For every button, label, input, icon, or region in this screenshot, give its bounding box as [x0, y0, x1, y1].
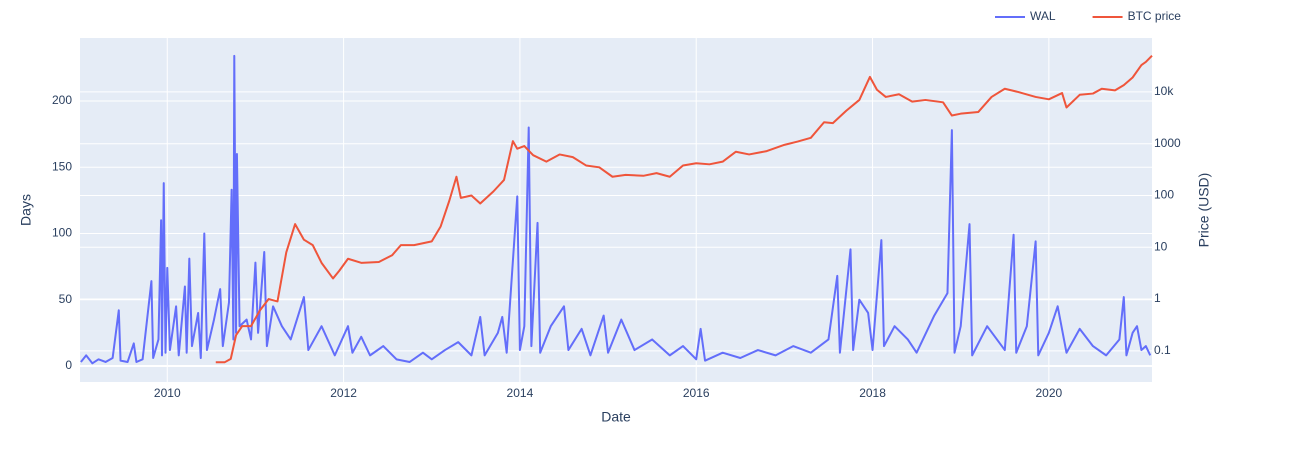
y2-tick-label: 1: [1154, 291, 1161, 305]
x-tick-label: 2018: [859, 386, 886, 400]
x-axis-title: Date: [601, 409, 631, 425]
y2-tick-label: 100: [1154, 188, 1174, 202]
y-tick-label: 50: [59, 292, 73, 306]
y2-axis-title: Price (USD): [1196, 173, 1212, 248]
y-tick-label: 0: [65, 358, 72, 372]
legend-label: WAL: [1030, 9, 1056, 23]
y-axis-title: Days: [18, 194, 34, 226]
x-tick-label: 2010: [154, 386, 181, 400]
x-tick-label: 2016: [683, 386, 710, 400]
y2-tick-label: 10: [1154, 239, 1168, 253]
y2-tick-label: 1000: [1154, 136, 1181, 150]
legend-label: BTC price: [1128, 9, 1182, 23]
y-tick-label: 150: [52, 159, 72, 173]
x-tick-label: 2014: [507, 386, 534, 400]
x-tick-label: 2012: [330, 386, 357, 400]
y2-tick-label: 10k: [1154, 84, 1174, 98]
series-line: [80, 54, 1152, 365]
y-tick-label: 100: [52, 226, 72, 240]
x-tick-label: 2020: [1036, 386, 1063, 400]
y-tick-label: 200: [52, 93, 72, 107]
y2-tick-label: 0.1: [1154, 343, 1171, 357]
series-line: [215, 55, 1153, 364]
